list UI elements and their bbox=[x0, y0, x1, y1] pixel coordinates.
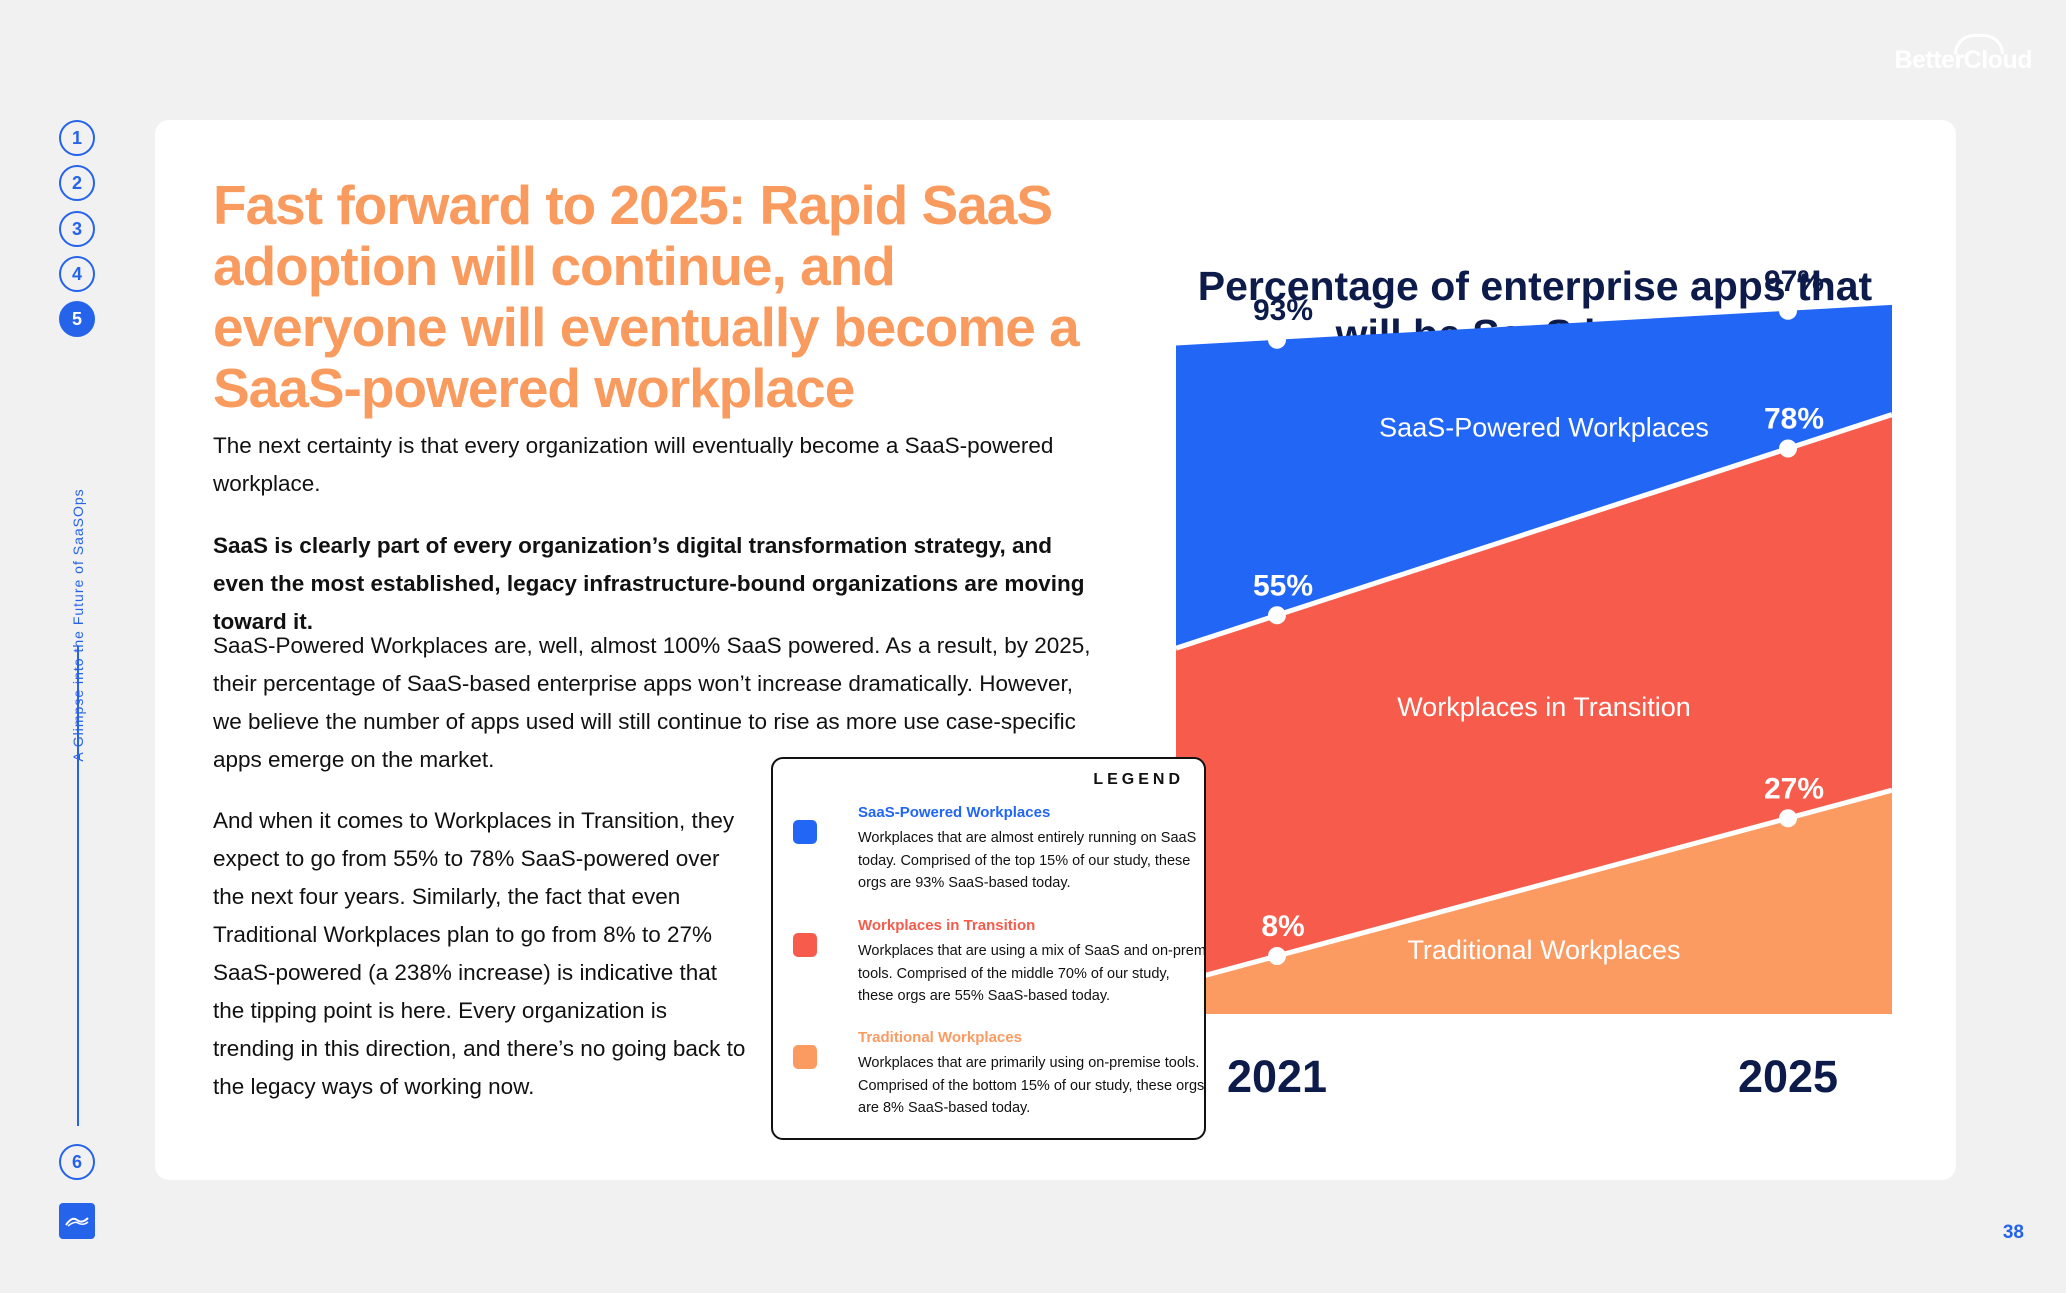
chapter-nav-1[interactable]: 1 bbox=[59, 120, 95, 156]
value-label-transition-2021: 55% bbox=[1253, 569, 1313, 602]
chapter-nav-2[interactable]: 2 bbox=[59, 165, 95, 201]
value-label-traditional-2025: 27% bbox=[1764, 772, 1824, 805]
data-point-saas-2025 bbox=[1779, 301, 1797, 320]
page-number: 38 bbox=[2002, 1222, 2024, 1243]
x-axis-label-2021: 2021 bbox=[1227, 1051, 1327, 1102]
value-label-saas-2021: 93% bbox=[1253, 294, 1313, 327]
x-axis-label-2025: 2025 bbox=[1738, 1051, 1838, 1102]
area-workplaces-in-transition bbox=[1176, 414, 1892, 984]
cloud-wave-icon bbox=[65, 1217, 89, 1227]
page-headline: Fast forward to 2025: Rapid SaaS adoptio… bbox=[213, 174, 1080, 419]
section-progress-line bbox=[77, 646, 79, 1126]
area-label-saas-powered: SaaS-Powered Workplaces bbox=[1379, 412, 1709, 442]
chapter-nav-6[interactable]: 6 bbox=[59, 1144, 95, 1180]
chart-legend: LEGEND SaaS-Powered Workplaces Workplace… bbox=[771, 757, 1206, 1140]
data-point-transition-2021 bbox=[1268, 606, 1286, 625]
paragraph-intro: The next certainty is that every organiz… bbox=[213, 433, 1054, 496]
legend-title: LEGEND bbox=[1093, 771, 1184, 788]
data-point-saas-2021 bbox=[1268, 330, 1286, 349]
data-point-transition-2025 bbox=[1779, 439, 1797, 458]
area-label-workplaces-in-transition: Workplaces in Transition bbox=[1397, 692, 1691, 722]
legend-name-transition: Workplaces in Transition bbox=[858, 917, 1036, 934]
legend-desc-traditional: Workplaces that are primarily using on-p… bbox=[858, 1055, 1205, 1116]
boundary-line-traditional bbox=[1175, 787, 1893, 986]
value-label-saas-2025: 97% bbox=[1764, 265, 1824, 298]
legend-desc-transition: Workplaces that are using a mix of SaaS … bbox=[858, 943, 1206, 1004]
data-point-traditional-2021 bbox=[1268, 947, 1286, 965]
bettercloud-logo: BetterCloud bbox=[1894, 34, 2032, 75]
area-label-traditional-workplaces: Traditional Workplaces bbox=[1407, 935, 1680, 965]
paragraph-saas-powered: SaaS-Powered Workplaces are, well, almos… bbox=[213, 633, 1091, 772]
legend-desc-saas: Workplaces that are almost entirely runn… bbox=[858, 830, 1197, 891]
chapter-nav-4[interactable]: 4 bbox=[59, 256, 95, 292]
area-saas-powered bbox=[1176, 304, 1892, 649]
legend-name-traditional: Traditional Workplaces bbox=[858, 1029, 1022, 1046]
legend-swatch-saas bbox=[793, 820, 817, 844]
chapter-nav-3[interactable]: 3 bbox=[59, 211, 95, 247]
legend-swatch-transition bbox=[793, 933, 817, 957]
legend-name-saas: SaaS-Powered Workplaces bbox=[858, 804, 1051, 821]
legend-swatch-traditional bbox=[793, 1045, 817, 1069]
value-label-transition-2025: 78% bbox=[1764, 403, 1824, 436]
area-traditional-workplaces bbox=[1176, 790, 1892, 1014]
chapter-nav-5-active[interactable]: 5 bbox=[59, 301, 95, 337]
data-point-traditional-2025 bbox=[1779, 809, 1797, 828]
value-label-traditional-2021: 8% bbox=[1261, 910, 1304, 943]
paragraph-transition: And when it comes to Workplaces in Trans… bbox=[213, 808, 746, 1099]
home-logo-button[interactable] bbox=[59, 1203, 95, 1239]
paragraph-emphasis: SaaS is clearly part of every organizati… bbox=[213, 533, 1085, 634]
boundary-line-transition bbox=[1175, 412, 1893, 651]
